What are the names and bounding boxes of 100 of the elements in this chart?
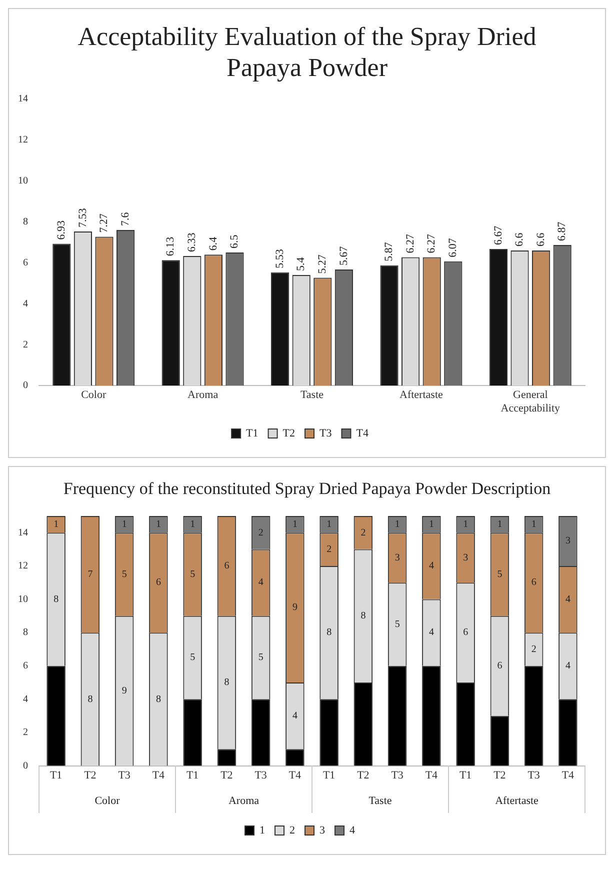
x-tick-label: T2 <box>220 769 233 782</box>
x-tick-label: Aftertaste <box>400 389 443 402</box>
data-label: 1 <box>54 518 59 530</box>
data-label: 6.6 <box>534 232 547 247</box>
data-label: 5 <box>497 568 502 580</box>
y-tick-label: 12 <box>18 134 28 146</box>
x-tick-label: T4 <box>288 769 302 782</box>
y-tick-label: 4 <box>23 694 28 705</box>
y-tick-label: 8 <box>23 626 28 638</box>
legend-label: 3 <box>320 824 326 836</box>
data-label: 6 <box>156 577 161 588</box>
y-tick-label: 4 <box>23 298 28 310</box>
x-tick-label: Taste <box>300 389 324 402</box>
x-tick-label: T4 <box>425 769 438 782</box>
text: Taste <box>368 794 392 807</box>
x-tick-label: T3 <box>528 769 540 782</box>
data-label: 6.13 <box>164 236 177 256</box>
data-label: 2 <box>258 527 264 538</box>
data-label: 8 <box>156 694 161 705</box>
data-label: 5 <box>258 652 264 663</box>
data-label: 6.4 <box>207 236 220 251</box>
y-tick-label: 10 <box>18 594 28 605</box>
legend-label: 1 <box>260 824 265 836</box>
data-label: 5 <box>394 618 400 630</box>
x-tick-label: T4 <box>152 769 166 782</box>
data-label: 1 <box>122 518 127 530</box>
y-tick-label: 2 <box>23 340 28 351</box>
y-tick-label: 2 <box>23 726 28 738</box>
data-label: 5.53 <box>274 249 286 269</box>
data-label: 6.67 <box>492 226 504 246</box>
data-label: 6.93 <box>56 220 68 240</box>
data-label: 3 <box>394 552 400 564</box>
legend-label: T4 <box>356 428 369 440</box>
data-label: 5.87 <box>383 242 396 262</box>
x-tick-label: T2 <box>84 769 96 782</box>
data-label: 4 <box>428 626 434 638</box>
y-tick-label: 14 <box>18 94 28 105</box>
data-label: 2 <box>326 544 332 555</box>
data-label: 9 <box>292 602 298 613</box>
data-label: 8 <box>54 594 59 605</box>
text: Aftertaste <box>495 794 539 807</box>
data-label: 1 <box>156 518 161 530</box>
data-label: 9 <box>122 685 127 696</box>
data-label: 4 <box>258 577 264 588</box>
data-label: 8 <box>360 610 366 622</box>
data-label: 2 <box>360 527 366 538</box>
y-tick-label: 10 <box>18 176 28 187</box>
data-label: 6.27 <box>426 234 438 254</box>
data-label: 6.6 <box>514 232 526 247</box>
data-label: 1 <box>292 518 298 530</box>
legend-label: T3 <box>320 428 332 440</box>
data-label: 7.53 <box>76 208 89 228</box>
data-label: 7 <box>88 568 93 580</box>
x-tick-label: T4 <box>562 769 575 782</box>
data-label: 7.27 <box>98 213 110 234</box>
x-tick-label: Aroma <box>188 389 218 402</box>
data-label: 5.67 <box>338 246 350 266</box>
data-label: 2 <box>531 644 536 655</box>
legend-label: 2 <box>290 824 295 836</box>
data-label: 5 <box>122 568 127 580</box>
x-tick-label: T2 <box>357 769 370 782</box>
data-label: 6 <box>224 560 230 572</box>
x-tick-label: T3 <box>391 769 404 782</box>
text: Aroma <box>228 794 260 807</box>
data-label: 6 <box>497 660 502 672</box>
data-label: 6 <box>463 626 468 638</box>
y-tick-label: 6 <box>23 258 28 269</box>
data-label: 8 <box>326 626 332 638</box>
chart-title: Acceptability Evaluation of the Spray Dried Papaya Powder <box>76 21 538 84</box>
text: Color <box>94 794 120 807</box>
legend-label: T2 <box>282 428 296 440</box>
data-label: 4 <box>565 594 570 605</box>
data-label: 1 <box>428 518 434 530</box>
data-label: 1 <box>190 518 196 530</box>
x-tick-label: Color <box>81 389 106 402</box>
data-label: 5 <box>190 568 196 580</box>
x-tick-label: T1 <box>322 769 336 782</box>
data-label: 5 <box>190 652 196 663</box>
y-tick-label: 14 <box>18 527 28 538</box>
data-label: 5.4 <box>295 257 308 272</box>
x-tick-label: T1 <box>186 769 199 782</box>
data-label: 1 <box>531 518 536 530</box>
x-tick-label: T1 <box>50 769 62 782</box>
data-label: 3 <box>565 535 570 546</box>
data-label: 1 <box>326 518 332 530</box>
y-tick-label: 0 <box>23 760 28 772</box>
data-label: 1 <box>394 518 400 530</box>
data-label: 4 <box>292 710 298 722</box>
x-tick-label: T2 <box>494 769 506 782</box>
data-label: 3 <box>463 552 468 564</box>
data-label: 6.87 <box>556 222 568 242</box>
legend-label: 4 <box>350 824 356 836</box>
data-label: 1 <box>497 518 502 530</box>
y-tick-label: 12 <box>18 560 28 572</box>
x-tick-label: T3 <box>118 769 131 782</box>
y-tick-label: 0 <box>23 380 28 392</box>
data-label: 6.5 <box>228 234 241 249</box>
data-label: 8 <box>88 694 93 705</box>
data-label: 1 <box>463 518 468 530</box>
data-label: 5.27 <box>316 254 329 274</box>
